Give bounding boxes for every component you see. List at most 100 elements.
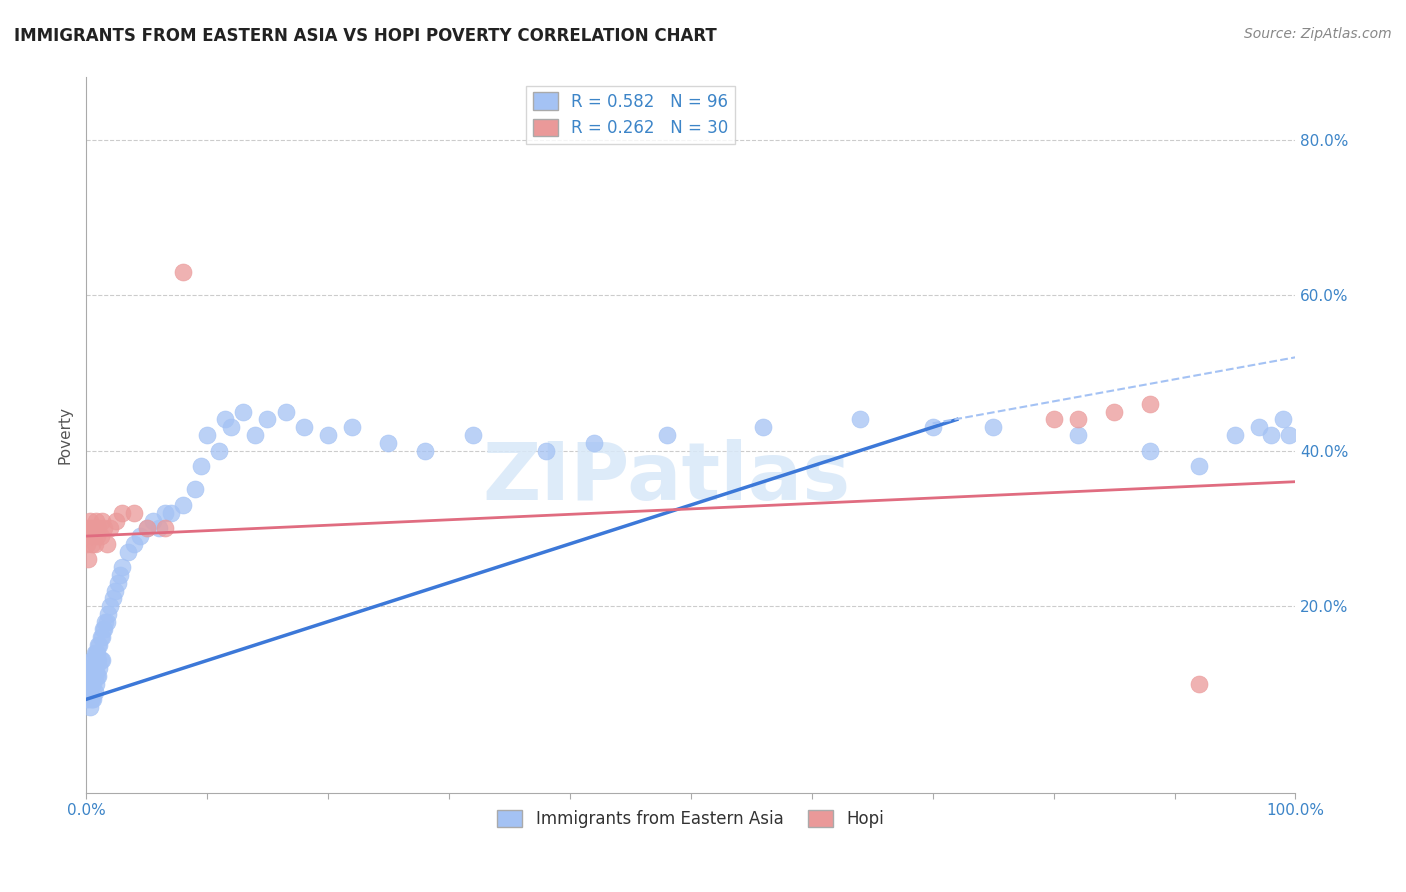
Point xyxy=(752,420,775,434)
Point xyxy=(87,653,110,667)
Point xyxy=(219,420,242,434)
Point xyxy=(79,661,101,675)
Point xyxy=(77,661,100,675)
Point xyxy=(1139,397,1161,411)
Point xyxy=(96,537,118,551)
Point xyxy=(82,529,104,543)
Point xyxy=(124,537,146,551)
Point xyxy=(76,529,98,543)
Point xyxy=(83,646,105,660)
Point xyxy=(82,692,104,706)
Point xyxy=(90,630,112,644)
Point xyxy=(96,615,118,629)
Point xyxy=(79,514,101,528)
Point xyxy=(316,428,339,442)
Point xyxy=(76,684,98,698)
Point xyxy=(82,661,104,675)
Point xyxy=(87,521,110,535)
Point xyxy=(90,653,112,667)
Y-axis label: Poverty: Poverty xyxy=(58,406,72,464)
Point xyxy=(82,653,104,667)
Point xyxy=(82,653,104,667)
Point xyxy=(98,521,121,535)
Point xyxy=(91,623,114,637)
Point xyxy=(1139,443,1161,458)
Point xyxy=(534,443,557,458)
Point xyxy=(195,428,218,442)
Point xyxy=(124,506,146,520)
Point xyxy=(79,529,101,543)
Point xyxy=(101,591,124,606)
Point xyxy=(582,435,605,450)
Point xyxy=(77,521,100,535)
Point xyxy=(1102,405,1125,419)
Point xyxy=(153,506,176,520)
Point xyxy=(1067,412,1090,426)
Point xyxy=(1188,677,1211,691)
Point xyxy=(83,521,105,535)
Point xyxy=(190,459,212,474)
Point xyxy=(79,669,101,683)
Point xyxy=(86,529,108,543)
Point xyxy=(94,615,117,629)
Point xyxy=(1278,428,1301,442)
Point xyxy=(153,521,176,535)
Point xyxy=(142,514,165,528)
Point xyxy=(849,412,872,426)
Point xyxy=(82,537,104,551)
Point xyxy=(1223,428,1246,442)
Point xyxy=(117,544,139,558)
Point xyxy=(79,684,101,698)
Point xyxy=(111,560,134,574)
Point xyxy=(83,684,105,698)
Point xyxy=(89,661,111,675)
Point xyxy=(232,405,254,419)
Point xyxy=(80,661,103,675)
Point xyxy=(87,669,110,683)
Point xyxy=(80,669,103,683)
Point xyxy=(89,638,111,652)
Point xyxy=(84,646,107,660)
Point xyxy=(80,677,103,691)
Legend: Immigrants from Eastern Asia, Hopi: Immigrants from Eastern Asia, Hopi xyxy=(491,803,891,834)
Point xyxy=(413,443,436,458)
Point xyxy=(80,692,103,706)
Point xyxy=(274,405,297,419)
Point xyxy=(82,669,104,683)
Point xyxy=(77,677,100,691)
Point xyxy=(1249,420,1271,434)
Point xyxy=(86,669,108,683)
Point xyxy=(83,669,105,683)
Point xyxy=(82,677,104,691)
Point xyxy=(80,521,103,535)
Point xyxy=(245,428,267,442)
Point xyxy=(104,583,127,598)
Point xyxy=(1067,428,1090,442)
Point xyxy=(77,552,100,566)
Point xyxy=(107,575,129,590)
Point xyxy=(111,506,134,520)
Point xyxy=(340,420,363,434)
Point xyxy=(79,700,101,714)
Point xyxy=(214,412,236,426)
Point xyxy=(98,599,121,613)
Text: ZIPatlas: ZIPatlas xyxy=(482,439,851,517)
Point xyxy=(84,661,107,675)
Point xyxy=(82,692,104,706)
Point xyxy=(377,435,399,450)
Point xyxy=(655,428,678,442)
Point xyxy=(84,677,107,691)
Point xyxy=(90,630,112,644)
Point xyxy=(82,669,104,683)
Point xyxy=(82,677,104,691)
Point xyxy=(921,420,943,434)
Point xyxy=(172,498,194,512)
Point xyxy=(1188,459,1211,474)
Point xyxy=(82,661,104,675)
Point xyxy=(77,692,100,706)
Point xyxy=(90,514,112,528)
Point xyxy=(1272,412,1295,426)
Point xyxy=(84,514,107,528)
Point xyxy=(292,420,315,434)
Point xyxy=(93,521,115,535)
